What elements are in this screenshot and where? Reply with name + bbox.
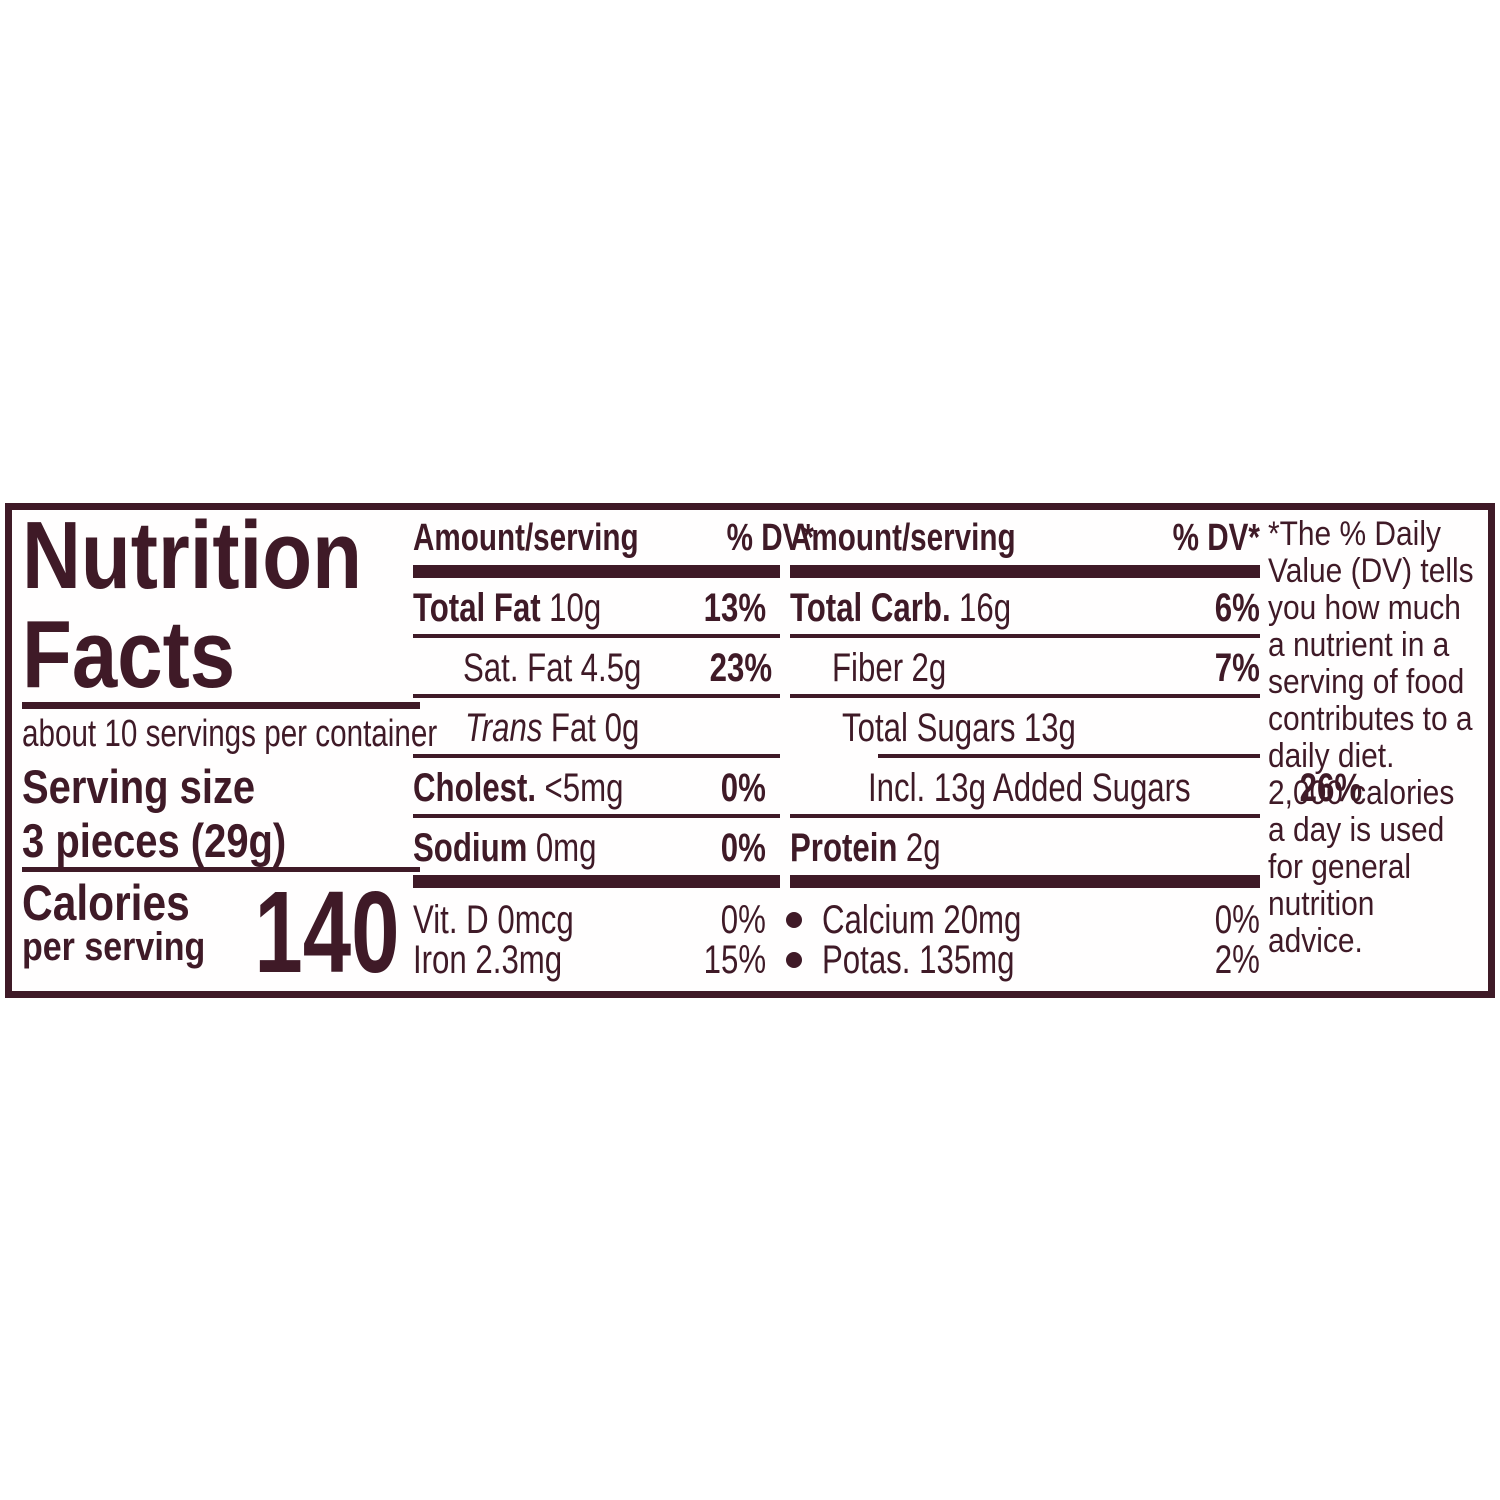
calories-sublabel: per serving [22, 925, 206, 969]
footnote-line: advice. [1268, 922, 1363, 960]
bullet-separator-icon [786, 912, 802, 928]
footnote-line: contributes to a [1268, 700, 1473, 738]
footnote-column: *The % Daily Value (DV) tells you how mu… [1268, 510, 1486, 991]
nutrient-row-protein: Protein 2g [790, 826, 941, 870]
footnote-line: Value (DV) tells [1268, 552, 1474, 590]
serving-size-label: Serving size [22, 760, 256, 813]
panel-title: Nutrition Facts [22, 506, 422, 704]
divider [790, 694, 1260, 698]
nutrient-row-total-sugars: Total Sugars 13g [842, 706, 1076, 750]
micronutrient-row-calcium: Calcium 20mg 0% [786, 900, 1260, 940]
title-line-2: Facts [22, 601, 236, 708]
nutrient-row-sat-fat: Sat. Fat 4.5g 23% [463, 646, 772, 690]
divider [22, 867, 420, 872]
nutrients-column-1: Amount/serving % DV* Total Fat 10g 13% Sa… [413, 510, 814, 991]
divider [790, 814, 1260, 818]
section-bar [413, 565, 780, 578]
footnote-line: serving of food [1268, 663, 1465, 701]
nutrient-row-total-fat: Total Fat 10g 13% [413, 586, 766, 630]
column-header: Amount/serving % DV* [413, 517, 814, 559]
section-bar [413, 875, 780, 888]
amount-serving-header: Amount/serving [790, 517, 1016, 559]
divider-indented [878, 754, 1260, 758]
dv-header: % DV* [726, 517, 815, 559]
micronutrient-row-vitamin-d: Vit. D 0mcg 0% [413, 898, 766, 942]
nutrient-row-trans-fat: Trans Fat 0g [465, 706, 640, 750]
micronutrient-row-iron: Iron 2.3mg 15% [413, 938, 766, 982]
footnote-line: daily diet. [1268, 737, 1395, 775]
daily-value-footnote: *The % Daily Value (DV) tells you how mu… [1268, 516, 1486, 960]
nutrient-row-total-carb: Total Carb. 16g 6% [790, 586, 1260, 630]
section-bar [790, 565, 1260, 578]
divider [413, 814, 780, 818]
footnote-line: 2,000 calories [1268, 774, 1455, 812]
footnote-line: *The % Daily [1268, 515, 1441, 553]
nutrient-row-added-sugars: Incl. 13g Added Sugars 26% [868, 766, 1362, 810]
micronutrient-row-potassium: Potas. 135mg 2% [786, 940, 1260, 980]
nutrient-row-fiber: Fiber 2g 7% [832, 646, 1260, 690]
divider [413, 634, 780, 638]
divider [790, 634, 1260, 638]
divider [22, 702, 420, 709]
nutrients-column-2: Amount/serving % DV* Total Carb. 16g 6% F… [786, 510, 1362, 991]
overview-column: Nutrition Facts about 10 servings per co… [22, 506, 437, 997]
footnote-line: for general [1268, 848, 1412, 886]
calories-value: 140 [254, 867, 400, 997]
footnote-line: nutrition [1268, 885, 1375, 923]
calories-label: Calories [22, 875, 190, 931]
nutrient-row-sodium: Sodium 0mg 0% [413, 826, 766, 870]
footnote-line: a nutrient in a [1268, 626, 1450, 664]
column-header: Amount/serving % DV* [790, 518, 1260, 558]
footnote-line: a day is used [1268, 811, 1445, 849]
servings-per-container: about 10 servings per container [22, 713, 438, 755]
divider [413, 754, 780, 758]
footnote-line: you how much [1268, 589, 1461, 627]
serving-size-value: 3 pieces (29g) [22, 814, 287, 867]
section-bar [790, 875, 1260, 888]
divider [413, 694, 780, 698]
amount-serving-header: Amount/serving [413, 517, 639, 559]
dv-header: % DV* [1172, 517, 1260, 559]
title-line-1: Nutrition [22, 502, 362, 609]
nutrition-facts-panel: Nutrition Facts about 10 servings per co… [5, 503, 1495, 998]
bullet-separator-icon [786, 952, 802, 968]
nutrient-row-cholesterol: Cholest. <5mg 0% [413, 766, 766, 810]
